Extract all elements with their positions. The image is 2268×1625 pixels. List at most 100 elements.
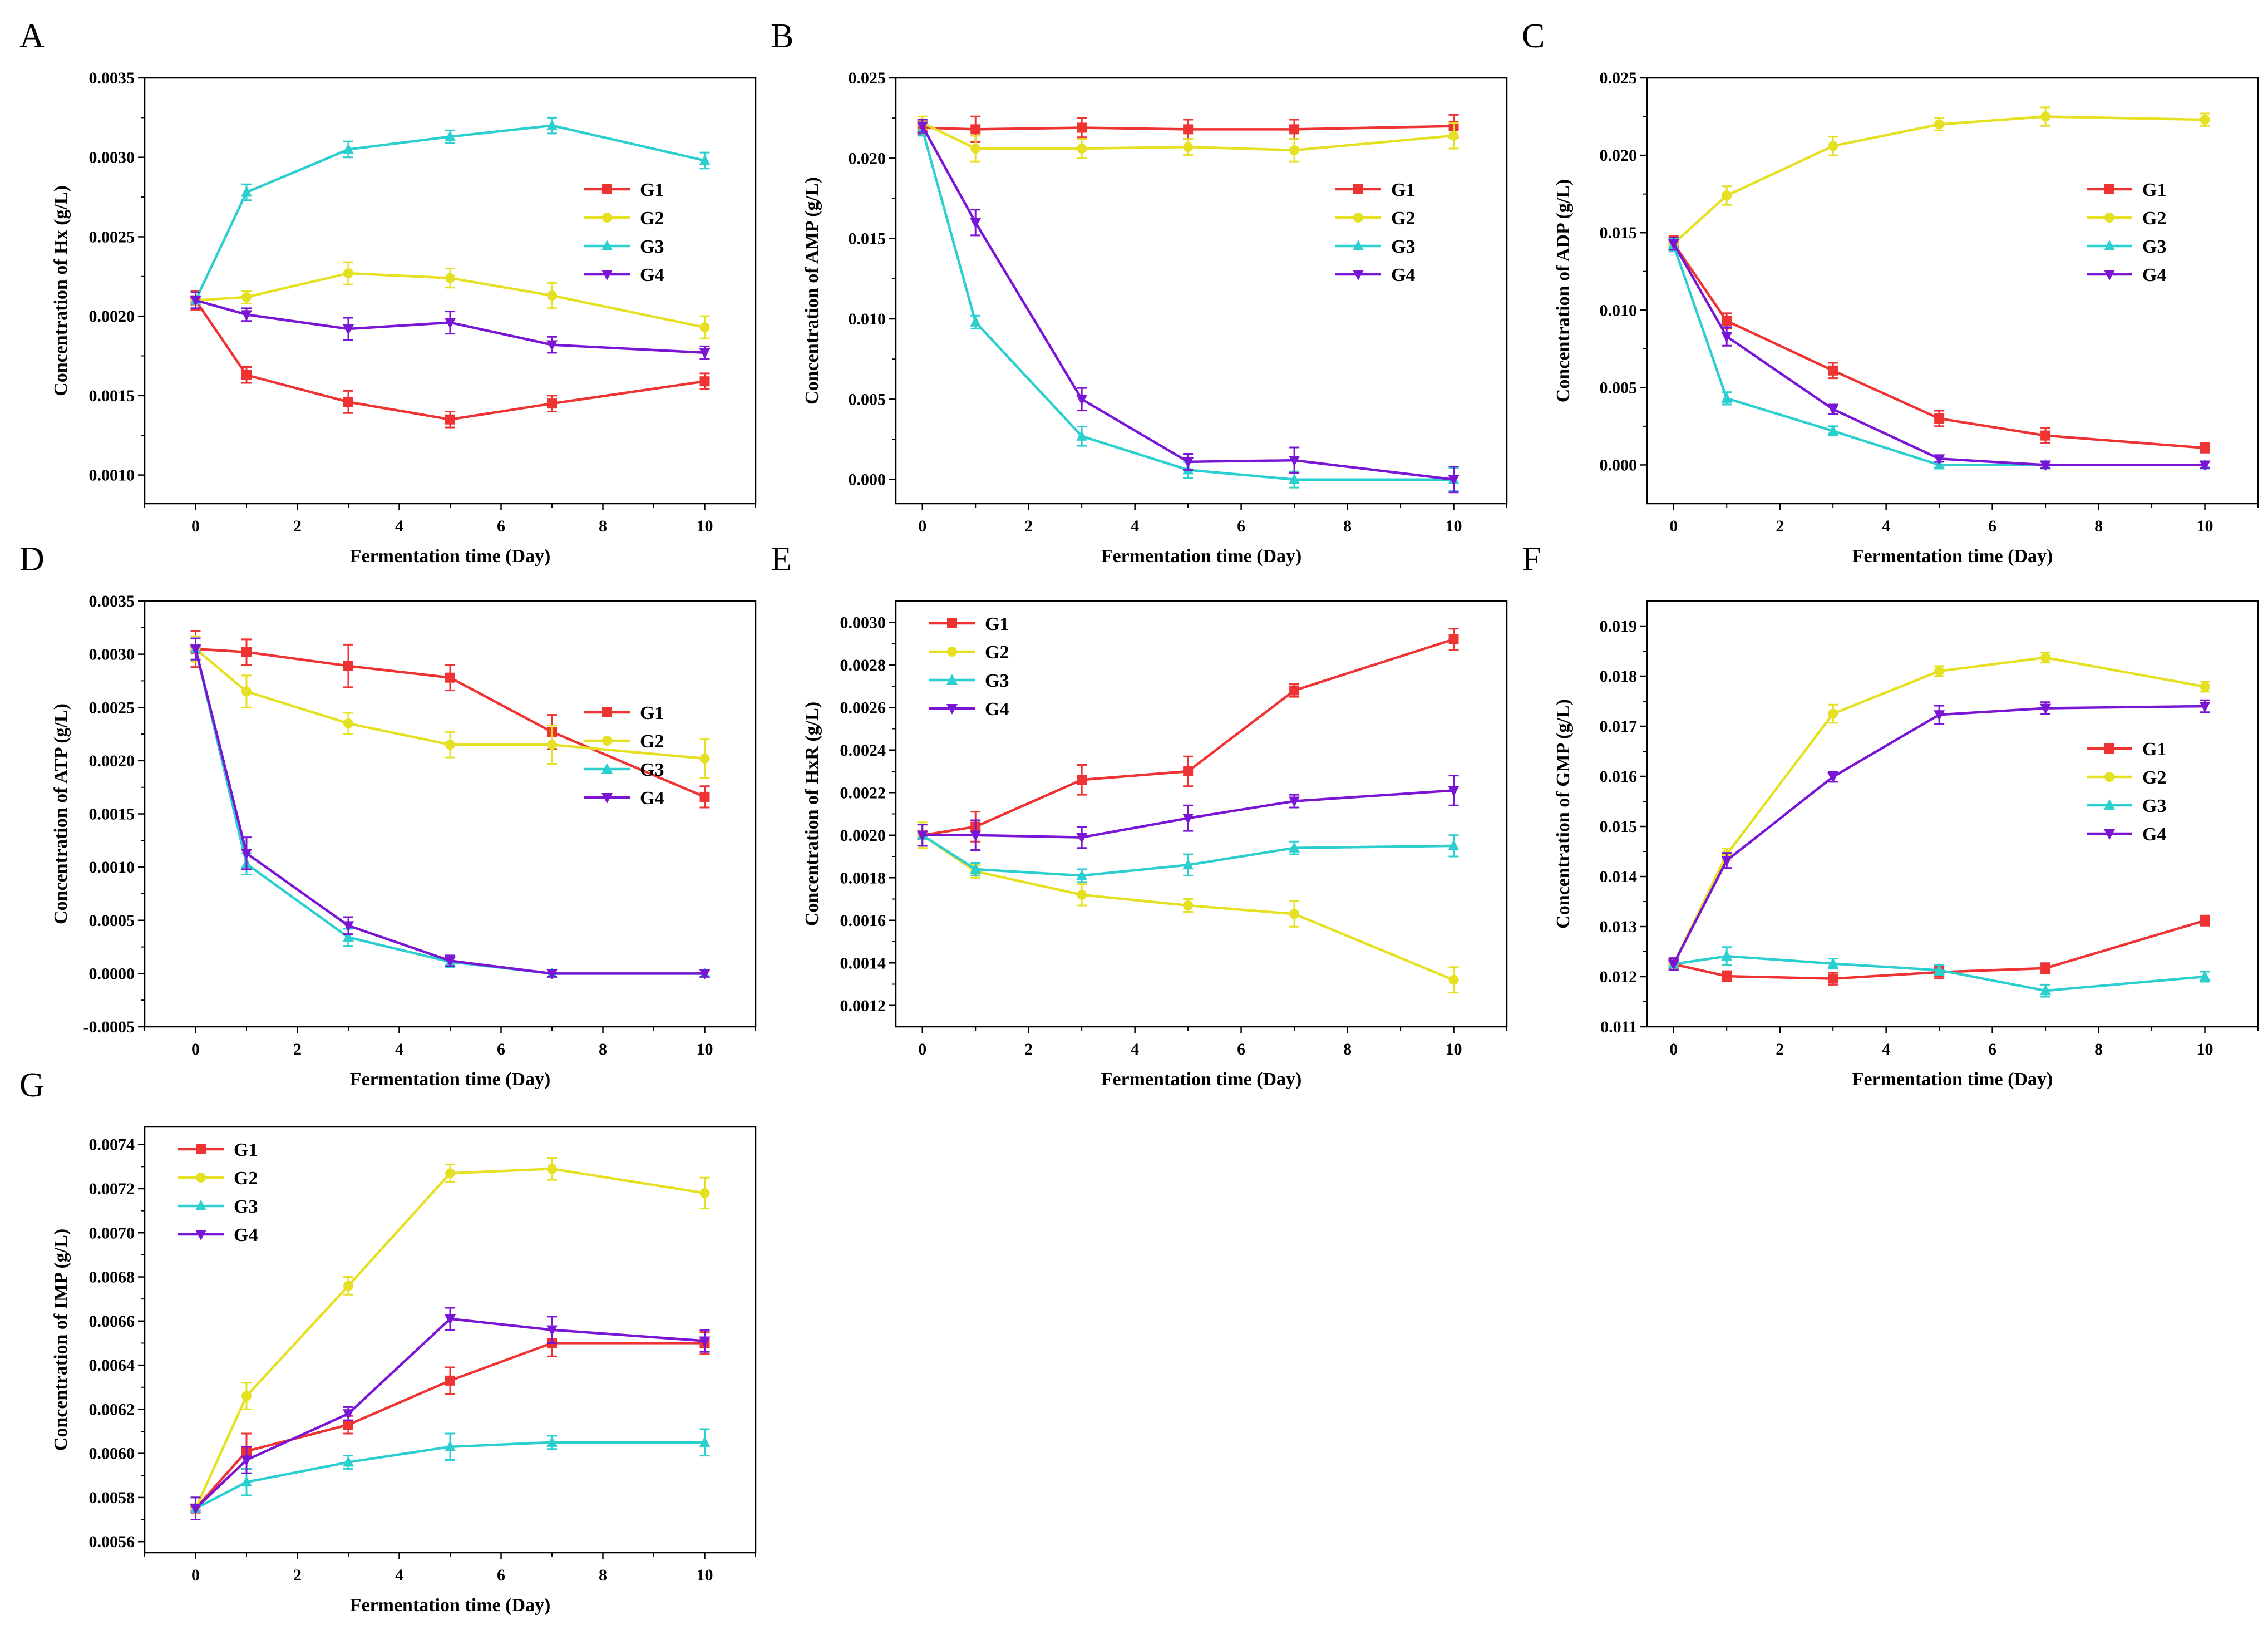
x-axis-title: Fermentation time (Day): [1101, 546, 1302, 567]
data-point: [547, 398, 557, 409]
data-point: [241, 1391, 252, 1401]
panel-a: A 0 2 4 6 8 10 0.0010 0.0015 0.0020 0.0025 0.0030 0.…: [19, 17, 757, 567]
data-point: [2040, 460, 2052, 471]
data-point: [1448, 130, 1459, 141]
y-tick-label: 0.0015: [89, 387, 135, 405]
legend-marker: [602, 213, 612, 223]
legend-marker: [946, 674, 958, 685]
x-tick-label: 8: [1343, 1040, 1352, 1058]
y-tick-label: 0.014: [1600, 868, 1638, 886]
legend-marker: [1353, 240, 1364, 250]
data-point: [1182, 859, 1194, 870]
series-g3: [1668, 946, 2211, 998]
x-tick-label: 0: [1669, 1040, 1678, 1058]
legend: G1 G2 G3 G4: [584, 180, 664, 285]
data-point: [241, 647, 252, 657]
x-axis-title: Fermentation time (Day): [350, 1069, 551, 1090]
legend: G1 G2 G3 G4: [2087, 180, 2166, 285]
x-tick-label: 8: [2094, 517, 2103, 535]
series-g4: [190, 637, 711, 980]
x-tick-label: 8: [2094, 1040, 2103, 1058]
data-point: [2040, 652, 2051, 663]
data-point: [699, 754, 710, 764]
legend-marker: [196, 1173, 206, 1183]
data-point: [970, 863, 982, 874]
legend: G1 G2 G3 G4: [929, 614, 1009, 720]
y-axis-title: Concentration of IMP (g/L): [51, 1229, 71, 1451]
x-tick-label: 6: [497, 1040, 505, 1058]
panel-letter: A: [19, 17, 45, 55]
x-axis-title: Fermentation time (Day): [1101, 1069, 1302, 1090]
data-point: [1934, 454, 1945, 465]
data-point: [343, 324, 354, 336]
x-tick-label: 0: [191, 1040, 200, 1058]
series-g4: [1668, 237, 2211, 471]
data-point: [2040, 703, 2052, 715]
legend: G1 G2 G3 G4: [1335, 180, 1415, 285]
legend-label: G4: [234, 1225, 258, 1245]
series-g4: [190, 1307, 711, 1521]
data-point: [343, 397, 353, 407]
legend-label: G3: [2142, 796, 2166, 816]
data-point: [970, 218, 982, 229]
data-point: [1934, 964, 1945, 975]
y-axis-title: Concentration of AMP (g/L): [802, 177, 822, 405]
series-line-g1: [922, 638, 1455, 837]
y-axis-title: Concentration of GMP (g/L): [1553, 699, 1574, 929]
data-point: [190, 296, 201, 307]
series-line-g1: [1672, 243, 2205, 450]
y-tick-label: 0.0068: [89, 1268, 135, 1287]
data-point: [1289, 145, 1300, 155]
series-line-g1: [1673, 919, 2206, 980]
y-tick-label: 0.0030: [89, 149, 135, 167]
x-tick-label: 4: [395, 517, 403, 535]
x-tick-label: 4: [1131, 1040, 1139, 1058]
data-point: [343, 268, 353, 279]
data-point: [547, 1164, 557, 1174]
data-point: [445, 1440, 456, 1451]
data-point: [1828, 973, 1838, 984]
data-point: [1722, 971, 1732, 982]
legend-marker: [602, 184, 612, 194]
data-point: [1183, 124, 1194, 135]
data-point: [190, 644, 201, 656]
x-tick-label: 10: [697, 1566, 713, 1584]
series-line-g2: [921, 121, 1454, 152]
data-point: [916, 830, 928, 841]
data-point: [241, 310, 252, 321]
series-line-g4: [921, 125, 1454, 481]
data-point: [1076, 833, 1088, 844]
data-point: [1077, 122, 1087, 133]
data-point: [1076, 869, 1088, 880]
data-point: [1827, 405, 1839, 416]
y-tick-label: 0.0012: [840, 997, 886, 1015]
series-line-g4: [1672, 243, 2205, 466]
data-point: [546, 1325, 558, 1336]
y-tick-label: 0.0074: [89, 1136, 135, 1154]
x-tick-label: 8: [599, 1566, 607, 1584]
data-point: [445, 414, 455, 425]
y-tick-label: 0.0026: [840, 698, 886, 717]
plot-frame: [144, 1126, 757, 1554]
x-tick-label: 6: [1237, 517, 1245, 535]
y-tick-label: 0.0014: [840, 954, 886, 972]
y-tick-label: 0.018: [1600, 667, 1638, 686]
y-tick-label: 0.0022: [840, 784, 886, 802]
data-point: [343, 1409, 354, 1420]
data-point: [1721, 950, 1733, 961]
series-line-g1: [194, 299, 705, 421]
y-tick-label: 0.020: [849, 149, 886, 168]
data-point: [241, 849, 252, 860]
data-point: [343, 143, 354, 154]
plot-frame: [895, 77, 1508, 505]
legend-label: G2: [985, 642, 1009, 663]
data-point: [1182, 814, 1194, 825]
legend-marker: [1353, 213, 1363, 223]
legend-label: G1: [2142, 739, 2166, 760]
data-point: [2040, 111, 2051, 122]
y-tick-label: 0.0062: [89, 1400, 135, 1419]
legend-label: G2: [2142, 208, 2166, 229]
data-point: [1448, 786, 1460, 797]
y-tick-label: 0.0010: [89, 858, 135, 876]
